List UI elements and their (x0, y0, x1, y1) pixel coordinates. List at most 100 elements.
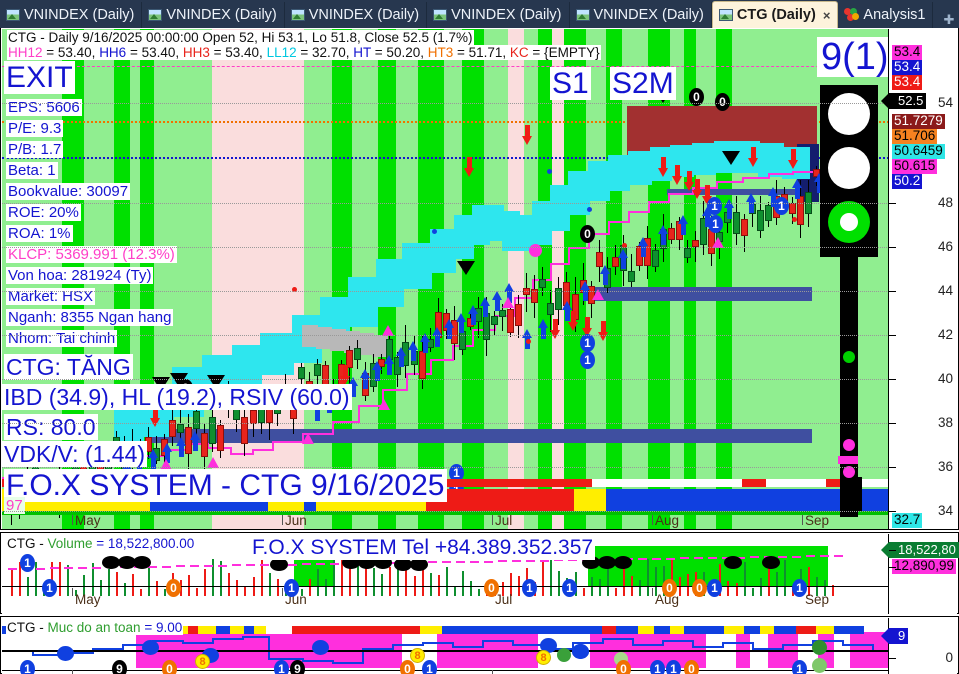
safety-line-v-6 (212, 638, 214, 644)
volume-bar (671, 560, 673, 596)
buy-arrow-up-17 (444, 319, 455, 339)
signal-dot-8 (792, 217, 797, 222)
close-icon[interactable]: × (822, 7, 831, 23)
tab-vnindex-daily-0[interactable]: VNINDEX (Daily) (0, 2, 143, 28)
buy-arrow-up-16 (432, 327, 443, 347)
safety-event-1-6: 1 (422, 660, 437, 674)
price-marker-7: 50.615 (892, 158, 938, 174)
x-tickmark-1 (282, 515, 283, 525)
volume-avg-seg-10 (148, 565, 157, 568)
safety-tick-zero (889, 658, 896, 659)
safety-green-dot-4 (812, 658, 827, 673)
safety-header: CTG - Muc do an toan = 9.00 (6, 620, 184, 635)
price-axis[interactable]: 54 48 46 44 42 40 38 36 34 53.4 53.4 53.4 52.5 51.727… (880, 29, 957, 529)
arrow-head (176, 437, 186, 446)
safety-event-0-10: 0 (684, 660, 699, 674)
y-tick-label-2: 46 (937, 239, 953, 254)
arrow-shaft (459, 321, 464, 333)
ema-ribbon-seg-11 (430, 229, 456, 273)
indicator-part-13: = {EMPTY} (528, 45, 600, 60)
price-header-ohlc: CTG - Daily 9/16/2025 00:00:00 Open 52, … (7, 30, 474, 45)
safety-strip-15 (670, 626, 684, 634)
y-tickmark-6 (889, 423, 896, 424)
volume-avg-seg-45 (638, 558, 647, 561)
volume-avg-seg-15 (218, 564, 227, 567)
volume-bar (736, 583, 738, 596)
sell-arrow-down-6 (582, 317, 593, 337)
traffic-lamp-yellow (828, 147, 870, 189)
tab-vnindex-daily-2[interactable]: VNINDEX (Daily) (285, 2, 428, 28)
candle-body (314, 364, 321, 376)
volume-avg-seg-39 (554, 559, 563, 562)
volume-avg-seg-59 (834, 555, 843, 558)
grid-line-7 (2, 467, 889, 468)
ma-h-23 (588, 233, 610, 235)
arrow-head (788, 160, 798, 169)
vol-event-1-8: 1 (707, 579, 722, 597)
vol-x-tick-3 (652, 588, 653, 596)
tab-vnindex-daily-3[interactable]: VNINDEX (Daily) (427, 2, 570, 28)
regime-band-25 (648, 29, 670, 529)
safety-blob-2 (312, 640, 329, 655)
volume-avg-seg-3 (50, 567, 59, 570)
candle-body (692, 240, 699, 247)
volume-avg-seg-52 (736, 556, 745, 559)
tab-label: Analysis1 (863, 7, 926, 23)
volume-bar (317, 569, 319, 596)
arrow-head (638, 237, 648, 246)
volume-panel[interactable]: May Jun Jul Aug Sep 1 0 1 0 1 1 0 0 1 1 CTG - Volume = … (0, 532, 959, 614)
ma-h-12 (358, 405, 384, 407)
info-row-4: Bookvalue: 30097 (6, 183, 131, 200)
arrow-shaft (467, 157, 472, 169)
candle-body (193, 411, 200, 429)
tab-vnindex-daily-4[interactable]: VNINDEX (Daily) (570, 2, 712, 28)
volume-avg-seg-31 (442, 561, 451, 564)
tab-analysis1-6[interactable]: Analysis1 (838, 2, 934, 28)
signal-dot-5 (292, 287, 297, 292)
safety-header-key: Muc do an toan (47, 620, 141, 635)
volume-axis[interactable]: 18,522,80 12,890,99 (881, 534, 959, 614)
safety-line-h-28 (842, 644, 874, 646)
tab-nav-controls[interactable]: ✚◀▶≡ (943, 12, 959, 28)
ema-ribbon-seg-18 (550, 185, 570, 231)
y-tick-label-3: 44 (937, 283, 953, 298)
volume-avg-seg-18 (260, 564, 269, 567)
ma-h-30 (742, 177, 770, 179)
regime-band-17 (508, 29, 524, 529)
tab-ctg-daily-5[interactable]: CTG (Daily) × (711, 1, 839, 28)
level-line-1 (2, 121, 889, 123)
volume-bar (454, 587, 456, 596)
volume-bar (11, 568, 13, 596)
add-tab-icon[interactable]: ✚ (943, 12, 955, 27)
safety-event-1-8: 1 (650, 660, 665, 674)
price-marker-0: 53.4 (892, 44, 923, 60)
arrow-shaft (193, 439, 198, 451)
volume-plot[interactable]: May Jun Jul Aug Sep 1 0 1 0 1 1 0 0 1 1 CTG - Volume = … (2, 534, 889, 614)
arrow-shaft (705, 215, 710, 227)
volume-bar (236, 580, 238, 596)
y-tickmark-1 (889, 203, 896, 204)
volume-bar (607, 567, 609, 596)
arrow-head (746, 193, 756, 202)
volume-bar (116, 572, 118, 596)
arrow-shaft (165, 451, 170, 463)
safety-strip-2 (198, 626, 216, 634)
y-tickmark-7 (889, 467, 896, 468)
arrow-head (658, 168, 668, 177)
arrow-shaft (411, 349, 416, 361)
buy-arrow-up-2 (148, 449, 159, 469)
arrow-head (568, 322, 578, 331)
vol-tick-0 (889, 550, 896, 551)
lamp-core (840, 213, 858, 231)
candle-body (652, 250, 659, 267)
ema-ribbon-seg-9 (376, 259, 404, 307)
event-marker-0-3: 0 (715, 93, 730, 111)
price-header-indicators: HH12 = 53.40, HH6 = 53.40, HH3 = 53.40, … (7, 45, 601, 60)
tab-vnindex-daily-1[interactable]: VNINDEX (Daily) (142, 2, 285, 28)
